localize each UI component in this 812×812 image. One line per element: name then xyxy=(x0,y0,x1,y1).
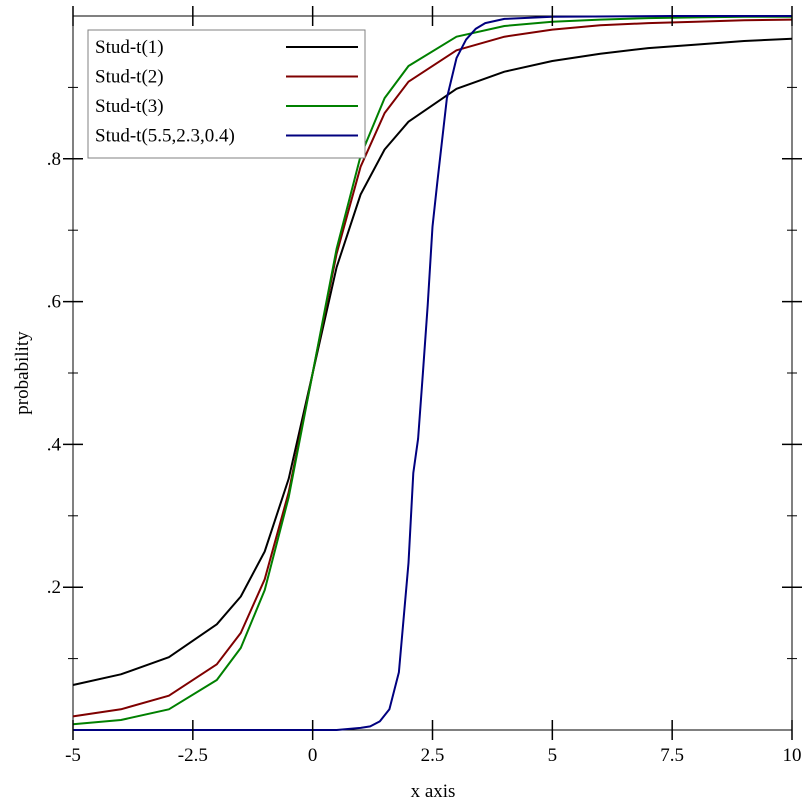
legend-label: Stud-t(5.5,2.3,0.4) xyxy=(95,126,235,147)
x-tick-label: 10 xyxy=(783,745,802,766)
y-tick-label: .2 xyxy=(47,577,61,598)
legend-label: Stud-t(1) xyxy=(95,37,164,58)
series-line-3 xyxy=(72,15,792,726)
series-line-2 xyxy=(72,18,793,718)
y-axis-label: probability xyxy=(12,331,33,415)
tick-labels: -5 -2.5 0 2.5 5 7.5 10 .2 .4 .6 .8 xyxy=(47,149,802,766)
series-lines xyxy=(72,15,793,731)
legend-box xyxy=(87,29,366,159)
x-tick-label: -5 xyxy=(65,745,81,766)
x-tick-label: 7.5 xyxy=(660,745,684,766)
y-tick-label: .4 xyxy=(47,434,62,455)
series-line-4 xyxy=(73,15,792,731)
series-line-1 xyxy=(72,37,793,686)
ticks xyxy=(63,6,802,740)
x-tick-label: 0 xyxy=(308,745,318,766)
legend-label: Stud-t(3) xyxy=(95,96,164,117)
y-tick-label: .6 xyxy=(47,292,61,313)
legend: Stud-t(1) Stud-t(2) Stud-t(3) Stud-t(5.5,2.… xyxy=(87,29,366,159)
legend-label: Stud-t(2) xyxy=(95,67,164,88)
x-axis-label: x axis xyxy=(411,781,456,802)
y-tick-label: .8 xyxy=(47,149,61,170)
x-tick-label: 5 xyxy=(548,745,558,766)
x-tick-label: 2.5 xyxy=(421,745,445,766)
x-tick-label: -2.5 xyxy=(178,745,208,766)
